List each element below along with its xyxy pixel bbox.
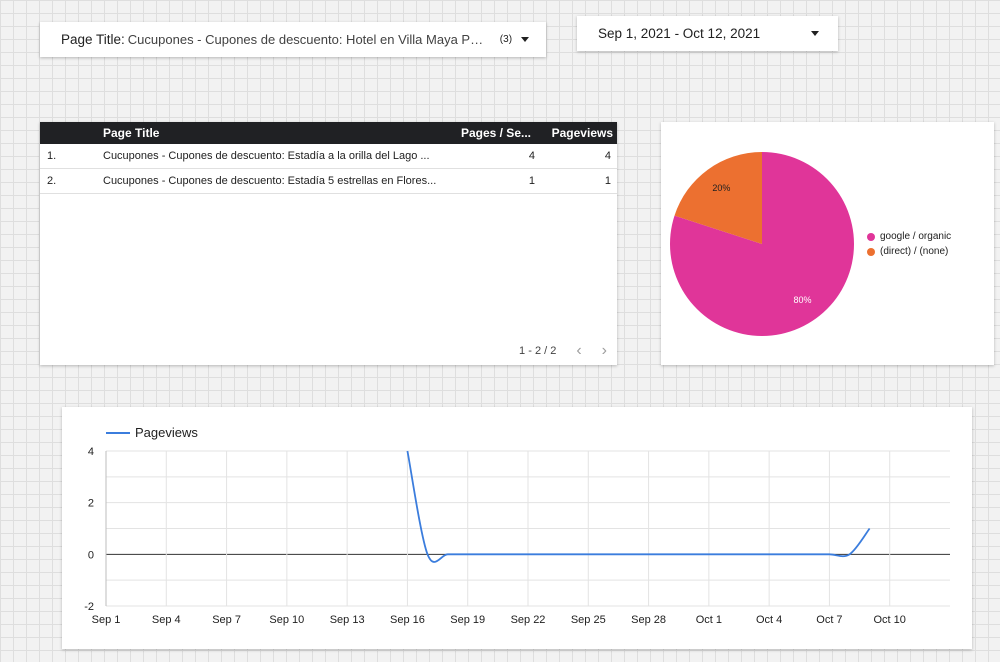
row-pageviews: 4 — [604, 150, 611, 162]
y-tick-label: 2 — [88, 498, 94, 510]
previous-page-icon[interactable]: ‹ — [576, 342, 582, 359]
pie-slice-label: 20% — [712, 183, 730, 193]
row-pages-per-session: 4 — [528, 150, 535, 162]
pie-slice-label: 80% — [794, 295, 812, 305]
column-header-pageviews[interactable]: Pageviews — [551, 126, 613, 140]
pie-legend: google / organic (direct) / (none) — [867, 229, 951, 259]
legend-swatch — [867, 232, 875, 241]
legend-label[interactable]: Pageviews — [135, 425, 198, 440]
page-title-table: Page Title Pages / Se... Pageviews 1. Cu… — [40, 122, 617, 365]
pagination-label: 1 - 2 / 2 — [519, 345, 557, 357]
column-header-page-title[interactable]: Page Title — [103, 126, 160, 140]
legend-label: (direct) / (none) — [880, 246, 949, 257]
legend-item-direct[interactable]: (direct) / (none) — [867, 244, 951, 259]
table-header: Page Title Pages / Se... Pageviews — [40, 122, 617, 144]
dropdown-caret-icon — [521, 37, 530, 42]
pageviews-line-chart: Sep 1 Sep 4 Sep 7 Sep 10 Sep 13 Sep 16 Sep 19 S… — [62, 407, 972, 649]
x-tick-label: Sep 16 — [390, 614, 425, 626]
pie-chart-svg: 80% 20% — [670, 152, 854, 336]
legend-swatch — [867, 247, 875, 256]
table-row[interactable]: 2. Cucupones - Cupones de descuento: Est… — [40, 169, 617, 194]
x-tick-label: Sep 13 — [330, 614, 365, 626]
legend-item-google-organic[interactable]: google / organic — [867, 229, 951, 244]
next-page-icon[interactable]: › — [601, 342, 607, 359]
x-tick-label: Sep 1 — [92, 614, 121, 626]
row-page-title: Cucupones - Cupones de descuento: Estadí… — [103, 150, 430, 162]
line-chart-svg: Sep 1 Sep 4 Sep 7 Sep 10 Sep 13 Sep 16 Sep 19 S… — [84, 425, 950, 626]
x-tick-label: Oct 7 — [816, 614, 842, 626]
date-range-picker[interactable]: Sep 1, 2021 - Oct 12, 2021 — [577, 16, 838, 51]
table-row[interactable]: 1. Cucupones - Cupones de descuento: Est… — [40, 144, 617, 169]
x-tick-label: Sep 28 — [631, 614, 666, 626]
row-page-title: Cucupones - Cupones de descuento: Estadí… — [103, 175, 437, 187]
table-pagination: 1 - 2 / 2 ‹ › — [519, 343, 607, 359]
source-medium-pie-chart: 80% 20% google / organic (direct) / (none… — [661, 122, 994, 365]
x-tick-label: Sep 25 — [571, 614, 606, 626]
row-pages-per-session: 1 — [528, 175, 535, 187]
x-tick-label: Oct 10 — [874, 614, 906, 626]
column-header-pages-per-session[interactable]: Pages / Se... — [460, 126, 531, 140]
filter-label: Page Title: — [61, 32, 125, 47]
y-tick-label: 0 — [88, 549, 94, 561]
filter-value: Cucupones - Cupones de descuento: Hotel … — [127, 32, 486, 47]
row-pageviews: 1 — [604, 175, 611, 187]
pageviews-series-line[interactable] — [406, 450, 871, 563]
pie-slice[interactable] — [674, 152, 762, 244]
x-tick-label: Sep 4 — [152, 614, 181, 626]
x-tick-label: Sep 19 — [450, 614, 485, 626]
dropdown-caret-icon — [811, 31, 819, 36]
x-tick-label: Sep 7 — [212, 614, 241, 626]
row-index: 1. — [47, 150, 57, 162]
x-tick-label: Sep 22 — [511, 614, 546, 626]
row-index: 2. — [47, 175, 57, 187]
y-tick-label: 4 — [88, 446, 94, 458]
x-tick-label: Oct 1 — [696, 614, 722, 626]
legend-label: google / organic — [880, 231, 952, 242]
date-range-value: Sep 1, 2021 - Oct 12, 2021 — [598, 26, 761, 41]
x-tick-label: Oct 4 — [756, 614, 782, 626]
y-tick-label: -2 — [84, 601, 94, 613]
filter-count-badge: (3) — [499, 34, 513, 45]
page-title-filter[interactable]: Page Title: Cucupones - Cupones de descu… — [40, 22, 546, 57]
x-tick-label: Sep 10 — [269, 614, 304, 626]
